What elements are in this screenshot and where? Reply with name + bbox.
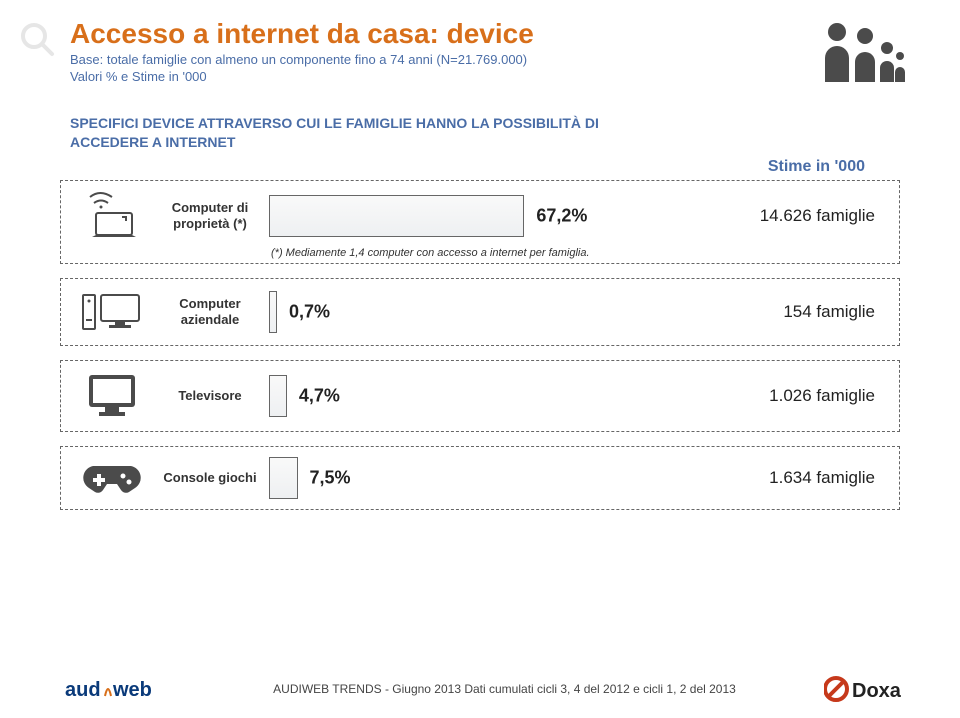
families-label: 1.634 famiglie <box>715 468 875 488</box>
bar-cell: 67,2% <box>269 195 715 237</box>
pct-label: 67,2% <box>536 205 587 226</box>
families-label: 14.626 famiglie <box>715 206 875 226</box>
bar-cell: 7,5% <box>269 457 715 499</box>
device-label: Televisore <box>151 388 269 404</box>
families-label: 1.026 famiglie <box>715 386 875 406</box>
device-label: Computer di proprietà (*) <box>151 200 269 231</box>
svg-text:web: web <box>112 679 152 701</box>
row-footnote: (*) Mediamente 1,4 computer con accesso … <box>271 247 590 259</box>
rows-container: Computer di proprietà (*) 67,2% 14.626 fam… <box>60 180 900 510</box>
device-row: Televisore 4,7% 1.026 famiglie <box>60 360 900 432</box>
pct-label: 4,7% <box>299 385 340 406</box>
pct-label: 7,5% <box>310 467 351 488</box>
section-heading: SPECIFICI DEVICE ATTRAVERSO CUI LE FAMIG… <box>70 114 630 152</box>
bar-fill <box>269 457 298 499</box>
device-row: Computer di proprietà (*) 67,2% 14.626 fam… <box>60 180 900 264</box>
device-label: Console giochi <box>151 470 269 486</box>
device-row: Computer aziendale 0,7% 154 famiglie <box>60 278 900 346</box>
desktop-icon <box>73 289 151 335</box>
pct-label: 0,7% <box>289 301 330 322</box>
families-label: 154 famiglie <box>715 302 875 322</box>
family-icon <box>815 18 905 91</box>
device-row: Console giochi 7,5% 1.634 famiglie <box>60 446 900 510</box>
bar-cell: 0,7% <box>269 291 715 333</box>
stime-label: Stime in '000 <box>0 158 865 176</box>
device-label: Computer aziendale <box>151 296 269 327</box>
footer: aud web AUDIWEB TRENDS - Giugno 2013 Dat… <box>0 674 960 704</box>
audiweb-logo: aud web <box>65 674 185 704</box>
bar-cell: 4,7% <box>269 375 715 417</box>
svg-text:aud: aud <box>65 679 101 701</box>
monitor-icon <box>73 371 151 421</box>
gamepad-icon <box>73 458 151 498</box>
bar-fill <box>269 375 287 417</box>
bar-fill <box>269 291 277 333</box>
footer-text: AUDIWEB TRENDS - Giugno 2013 Dati cumula… <box>185 682 824 696</box>
svg-text:Doxa: Doxa <box>852 680 902 702</box>
doxa-logo: Doxa <box>824 675 910 703</box>
magnifier-icon <box>18 20 58 65</box>
laptop-wifi-icon <box>73 191 151 241</box>
bar-fill <box>269 195 524 237</box>
